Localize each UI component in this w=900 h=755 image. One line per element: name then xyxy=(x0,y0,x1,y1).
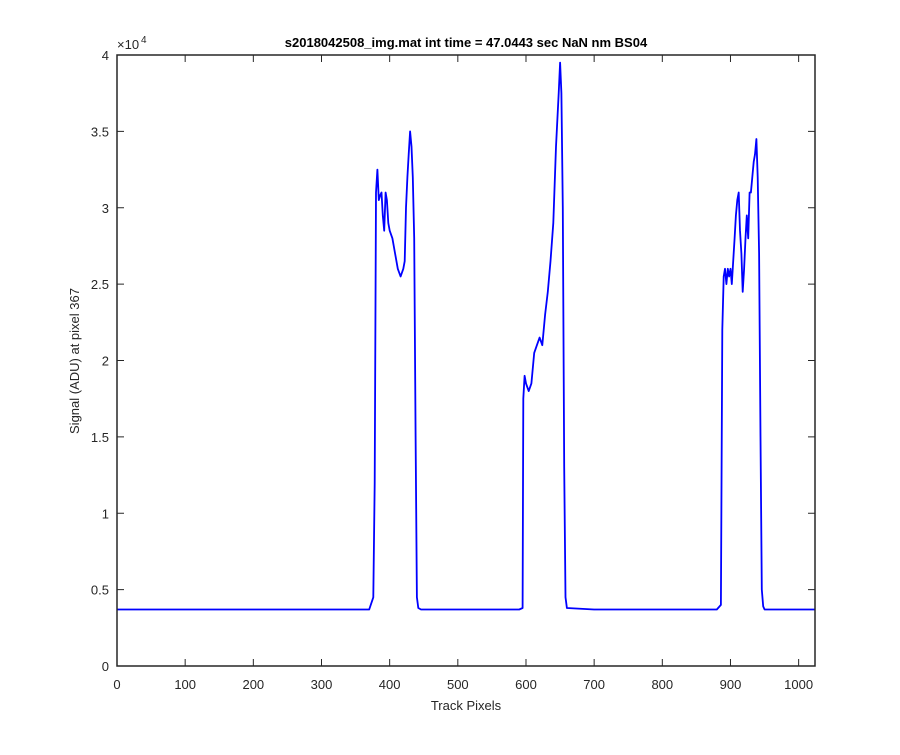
y-tick-label: 2 xyxy=(102,354,109,369)
x-axis-label: Track Pixels xyxy=(431,698,502,713)
y-exponent-power: 4 xyxy=(141,35,147,46)
x-tick-label: 300 xyxy=(311,677,333,692)
x-tick-label: 900 xyxy=(720,677,742,692)
y-tick-label: 3 xyxy=(102,201,109,216)
x-tick-label: 700 xyxy=(583,677,605,692)
y-exponent-base: ×10 xyxy=(117,37,139,52)
y-exponent-label: ×10 4 xyxy=(117,35,147,52)
x-tick-label: 0 xyxy=(113,677,120,692)
signal-line xyxy=(117,61,815,611)
y-tick-labels: 0 0.5 1 1.5 2 2.5 3 3.5 4 xyxy=(91,48,109,674)
y-tick-label: 1 xyxy=(102,506,109,521)
x-tick-label: 200 xyxy=(242,677,264,692)
x-tick-label: 800 xyxy=(651,677,673,692)
x-tick-label: 400 xyxy=(379,677,401,692)
chart-title: s2018042508_img.mat int time = 47.0443 s… xyxy=(285,35,648,50)
y-tick-label: 3.5 xyxy=(91,124,109,139)
y-tick-label: 0.5 xyxy=(91,583,109,598)
y-axis-label: Signal (ADU) at pixel 367 xyxy=(67,288,82,434)
x-tick-label: 500 xyxy=(447,677,469,692)
y-tick-label: 4 xyxy=(102,48,109,63)
plot-background xyxy=(117,55,815,666)
x-tick-label: 1000 xyxy=(784,677,813,692)
y-tick-label: 2.5 xyxy=(91,277,109,292)
y-tick-label: 1.5 xyxy=(91,430,109,445)
x-tick-labels: 0 100 200 300 400 500 600 700 800 900 1000 xyxy=(113,677,813,692)
x-tick-label: 600 xyxy=(515,677,537,692)
x-tick-label: 100 xyxy=(174,677,196,692)
y-tick-label: 0 xyxy=(102,659,109,674)
plot-frame xyxy=(116,54,816,667)
